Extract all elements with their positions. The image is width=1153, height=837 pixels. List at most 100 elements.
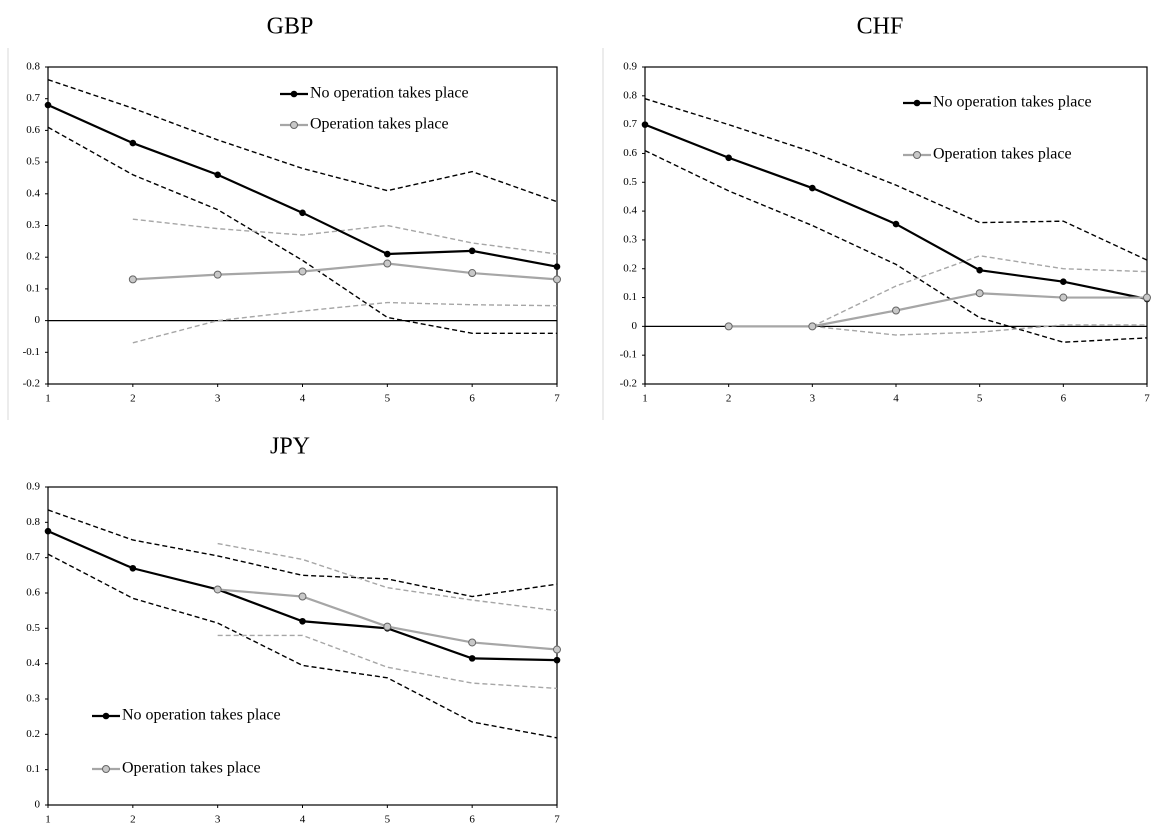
x-tick-label: 6: [469, 393, 475, 405]
point: [213, 270, 222, 279]
y-tick-label: -0.1: [620, 349, 637, 361]
y-tick-label: 0.5: [26, 622, 40, 634]
chart-title: JPY: [270, 434, 310, 460]
x-tick-label: 3: [215, 393, 221, 405]
y-tick-label: 0.3: [623, 233, 637, 245]
y-tick-label: 0: [632, 320, 638, 332]
point: [128, 275, 137, 284]
confidence-band: [217, 634, 558, 690]
series-line: [728, 292, 1147, 328]
x-tick-label: 7: [1144, 393, 1150, 405]
legend-marker: [913, 151, 921, 159]
legend-label: Operation takes place: [122, 760, 261, 777]
confidence-band: [132, 301, 558, 344]
point: [468, 269, 477, 278]
legend-item: No operation takes place: [92, 707, 281, 724]
y-tick-label: -0.2: [620, 378, 637, 390]
panel: GBP -0.2 -0.1 0 0.1 0.2 0.3 0.4 0.5 0.6 0.7 0.8 1 2 3 4…: [7, 14, 561, 420]
plot-area: [644, 66, 1148, 385]
x-tick-label: 2: [130, 814, 136, 826]
y-tick-label: 0.1: [623, 291, 637, 303]
y-tick-label: 0.9: [26, 481, 40, 493]
y-tick-label: 0.2: [623, 262, 637, 274]
x-tick-label: 6: [1061, 393, 1067, 405]
point: [975, 289, 984, 298]
point: [553, 645, 561, 654]
x-tick-label: 6: [469, 814, 475, 826]
legend-item: Operation takes place: [903, 146, 1072, 163]
panel: CHF -0.2 -0.1 0 0.1 0.2 0.3 0.4 0.5 0.6 0.7 0.8 0.9 1…: [602, 14, 1151, 420]
point: [553, 275, 561, 284]
y-tick-label: 0.5: [623, 176, 637, 188]
y-tick-label: -0.2: [23, 378, 40, 390]
y-tick-label: 0.7: [623, 118, 637, 130]
x-tick-label: 1: [45, 393, 51, 405]
x-tick-label: 1: [642, 393, 648, 405]
y-tick-label: 0.2: [26, 728, 40, 740]
chart-title: GBP: [267, 14, 314, 40]
y-tick-label: 0.7: [26, 551, 40, 563]
x-tick-label: 4: [300, 393, 306, 405]
confidence-band: [812, 324, 1147, 336]
confidence-band: [47, 126, 557, 334]
x-tick-label: 7: [554, 814, 560, 826]
x-tick-label: 4: [893, 393, 899, 405]
legend-marker: [102, 765, 110, 773]
y-tick-label: 0.4: [26, 187, 40, 199]
y-tick-label: 0.6: [623, 147, 637, 159]
point: [553, 263, 561, 271]
point: [1059, 293, 1068, 302]
point: [808, 322, 817, 331]
y-tick-label: 0.1: [26, 282, 40, 294]
y-tick-label: 0.8: [623, 89, 637, 101]
series-line: [132, 262, 558, 281]
point: [384, 250, 391, 258]
chart-title: CHF: [857, 14, 904, 40]
point: [383, 622, 392, 631]
x-tick-label: 7: [554, 393, 560, 405]
legend-marker: [913, 99, 921, 107]
point: [1060, 278, 1067, 285]
confidence-band: [47, 509, 558, 598]
point: [213, 585, 222, 594]
y-tick-label: 0.4: [623, 205, 637, 217]
confidence-band: [644, 149, 1148, 343]
plot-area: [47, 486, 558, 806]
point: [724, 322, 733, 331]
point: [298, 267, 307, 276]
point: [725, 154, 732, 162]
point: [129, 139, 137, 147]
y-tick-label: 0.6: [26, 587, 40, 599]
point: [298, 592, 307, 601]
panel: JPY 0 0.1 0.2 0.3 0.4 0.5 0.6 0.7 0.8 0.9 1 2 3 4 5 6 7 No…: [26, 434, 561, 826]
x-tick-label: 5: [977, 393, 983, 405]
point: [892, 220, 900, 228]
x-tick-label: 2: [726, 393, 732, 405]
x-tick-label: 3: [810, 393, 816, 405]
legend-item: No operation takes place: [280, 85, 469, 102]
point: [299, 617, 306, 625]
legend-item: Operation takes place: [280, 116, 449, 133]
point: [214, 171, 221, 179]
point: [44, 101, 52, 109]
point: [468, 638, 477, 647]
x-tick-label: 2: [130, 393, 136, 405]
point: [553, 656, 561, 664]
point: [892, 306, 900, 315]
point: [299, 209, 306, 217]
y-tick-label: -0.1: [23, 346, 40, 358]
legend-label: No operation takes place: [933, 94, 1092, 111]
legend-label: No operation takes place: [310, 85, 469, 102]
y-tick-label: 0.9: [623, 61, 637, 73]
point: [641, 121, 649, 128]
y-tick-label: 0: [35, 799, 41, 811]
y-tick-label: 0.2: [26, 251, 40, 263]
series-line: [47, 104, 558, 268]
legend-item: Operation takes place: [92, 760, 261, 777]
series-line: [644, 123, 1148, 301]
y-tick-label: 0.1: [26, 763, 40, 775]
confidence-band: [47, 79, 558, 203]
x-tick-label: 5: [385, 393, 391, 405]
point: [44, 527, 52, 535]
y-tick-label: 0.6: [26, 124, 40, 136]
